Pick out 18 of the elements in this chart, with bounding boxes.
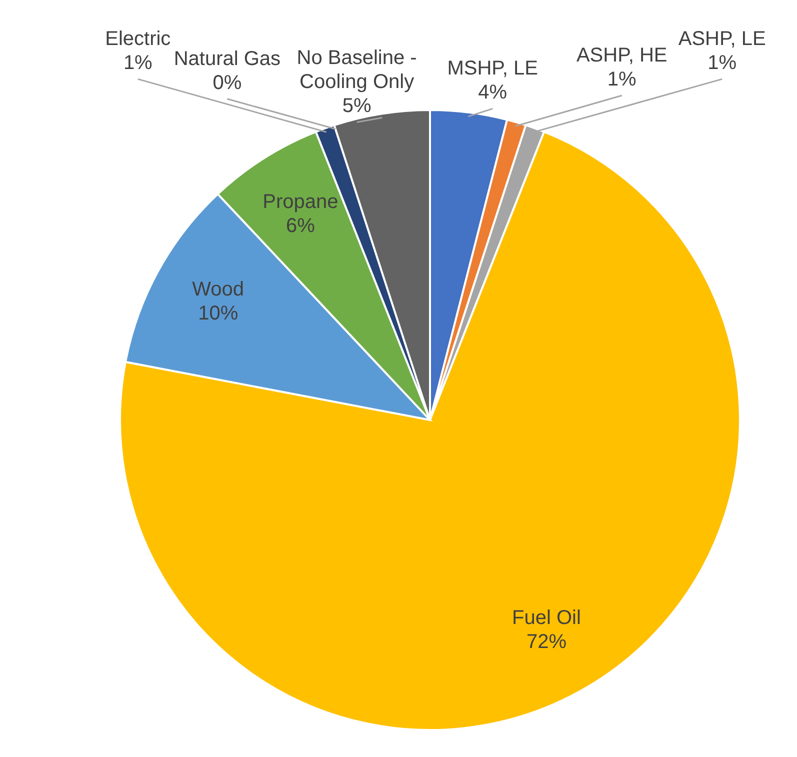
data-label: 1%	[123, 52, 153, 74]
data-label: 1%	[708, 52, 737, 74]
slice-label: MSHP, LE	[447, 58, 538, 80]
slice-label: Fuel Oil	[512, 606, 581, 629]
slice-label: Electric	[105, 28, 171, 50]
slice-label: ASHP, LE	[678, 28, 766, 50]
slice-label: Wood	[192, 278, 244, 301]
category-label: Natural Gas	[174, 48, 281, 70]
data-label: 10%	[198, 302, 238, 325]
data-label: 72%	[526, 630, 567, 653]
data-label: 1%	[607, 68, 636, 90]
slice-label: Propane	[262, 190, 338, 213]
data-label: 4%	[478, 82, 508, 104]
data-label: 5%	[342, 95, 372, 118]
slice-label: ASHP, HE	[576, 44, 668, 66]
slice-label: No Baseline - Cooling Only	[296, 47, 417, 94]
text: 0%	[212, 72, 242, 94]
data-label: 6%	[286, 214, 316, 237]
